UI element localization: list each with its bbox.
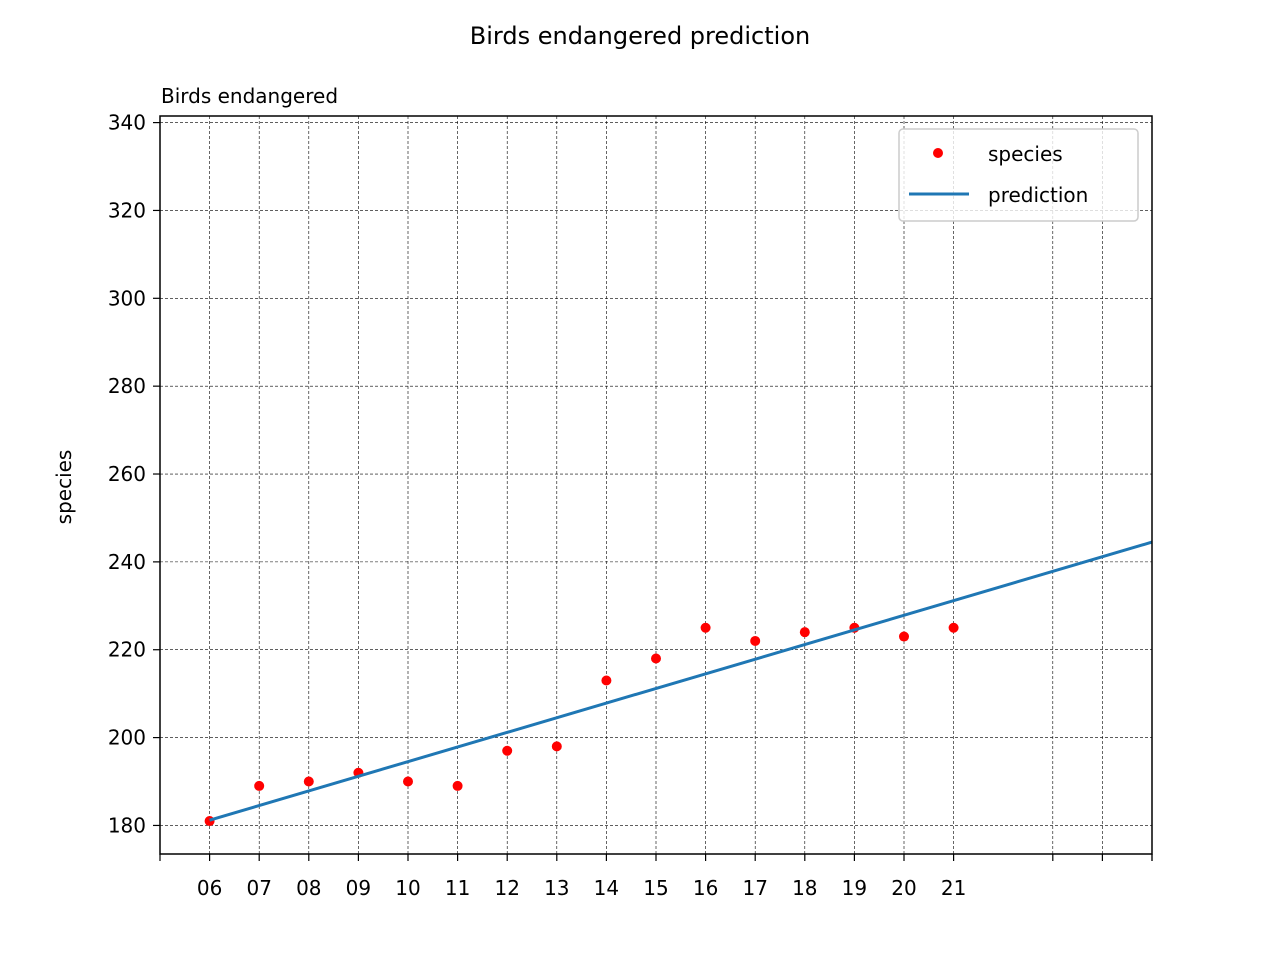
x-tick-label: 20 (891, 876, 916, 900)
y-tick-label: 240 (108, 550, 146, 574)
legend-label-prediction: prediction (988, 183, 1088, 207)
species-point (303, 776, 314, 787)
x-tick-label: 21 (941, 876, 966, 900)
species-point (948, 622, 959, 633)
y-tick-label: 340 (108, 111, 146, 135)
legend-label-species: species (988, 142, 1063, 166)
y-tick-label: 260 (108, 462, 146, 486)
legend-box (898, 128, 1139, 222)
x-tick-label: 07 (246, 876, 271, 900)
species-point (254, 780, 265, 791)
x-tick-label: 17 (742, 876, 767, 900)
species-point (899, 631, 909, 642)
y-axis-label: species (52, 450, 76, 525)
species-point (204, 816, 215, 827)
figure-title: Birds endangered prediction (470, 22, 810, 50)
y-tick-label: 300 (108, 286, 146, 310)
x-tick-label: 19 (842, 876, 867, 900)
species-point (502, 745, 513, 756)
x-tick-label: 10 (395, 876, 420, 900)
species-point (750, 635, 761, 646)
x-tick-label: 14 (594, 876, 619, 900)
legend-marker-species (933, 148, 943, 158)
x-tick-label: 09 (346, 876, 371, 900)
axes-title: Birds endangered (161, 84, 338, 108)
y-tick-label: 280 (108, 374, 146, 398)
y-tick-label: 320 (108, 198, 146, 222)
x-tick-label: 11 (445, 876, 470, 900)
species-point (651, 653, 661, 664)
y-tick-label: 180 (108, 813, 146, 837)
x-tick-label: 16 (693, 876, 718, 900)
species-point (452, 780, 463, 791)
x-tick-label: 06 (197, 876, 222, 900)
axis-ticks: 06 07 08 09 10 11 12 13 14 15 16 17 18 19 20 21 180 200 22… (108, 111, 1153, 900)
species-point (403, 776, 413, 787)
plot-series (204, 540, 1153, 827)
x-tick-label: 13 (544, 876, 569, 900)
y-tick-label: 220 (108, 638, 146, 662)
x-tick-label: 15 (643, 876, 668, 900)
prediction-line (209, 540, 1153, 822)
species-point (551, 741, 562, 752)
grid (160, 116, 1152, 854)
species-point (799, 627, 810, 638)
x-tick-label: 18 (792, 876, 817, 900)
x-tick-label: 12 (494, 876, 519, 900)
species-point (601, 675, 612, 686)
species-point (700, 622, 711, 633)
legend: species prediction (898, 128, 1139, 222)
y-tick-label: 200 (108, 726, 146, 750)
x-tick-label: 08 (296, 876, 321, 900)
